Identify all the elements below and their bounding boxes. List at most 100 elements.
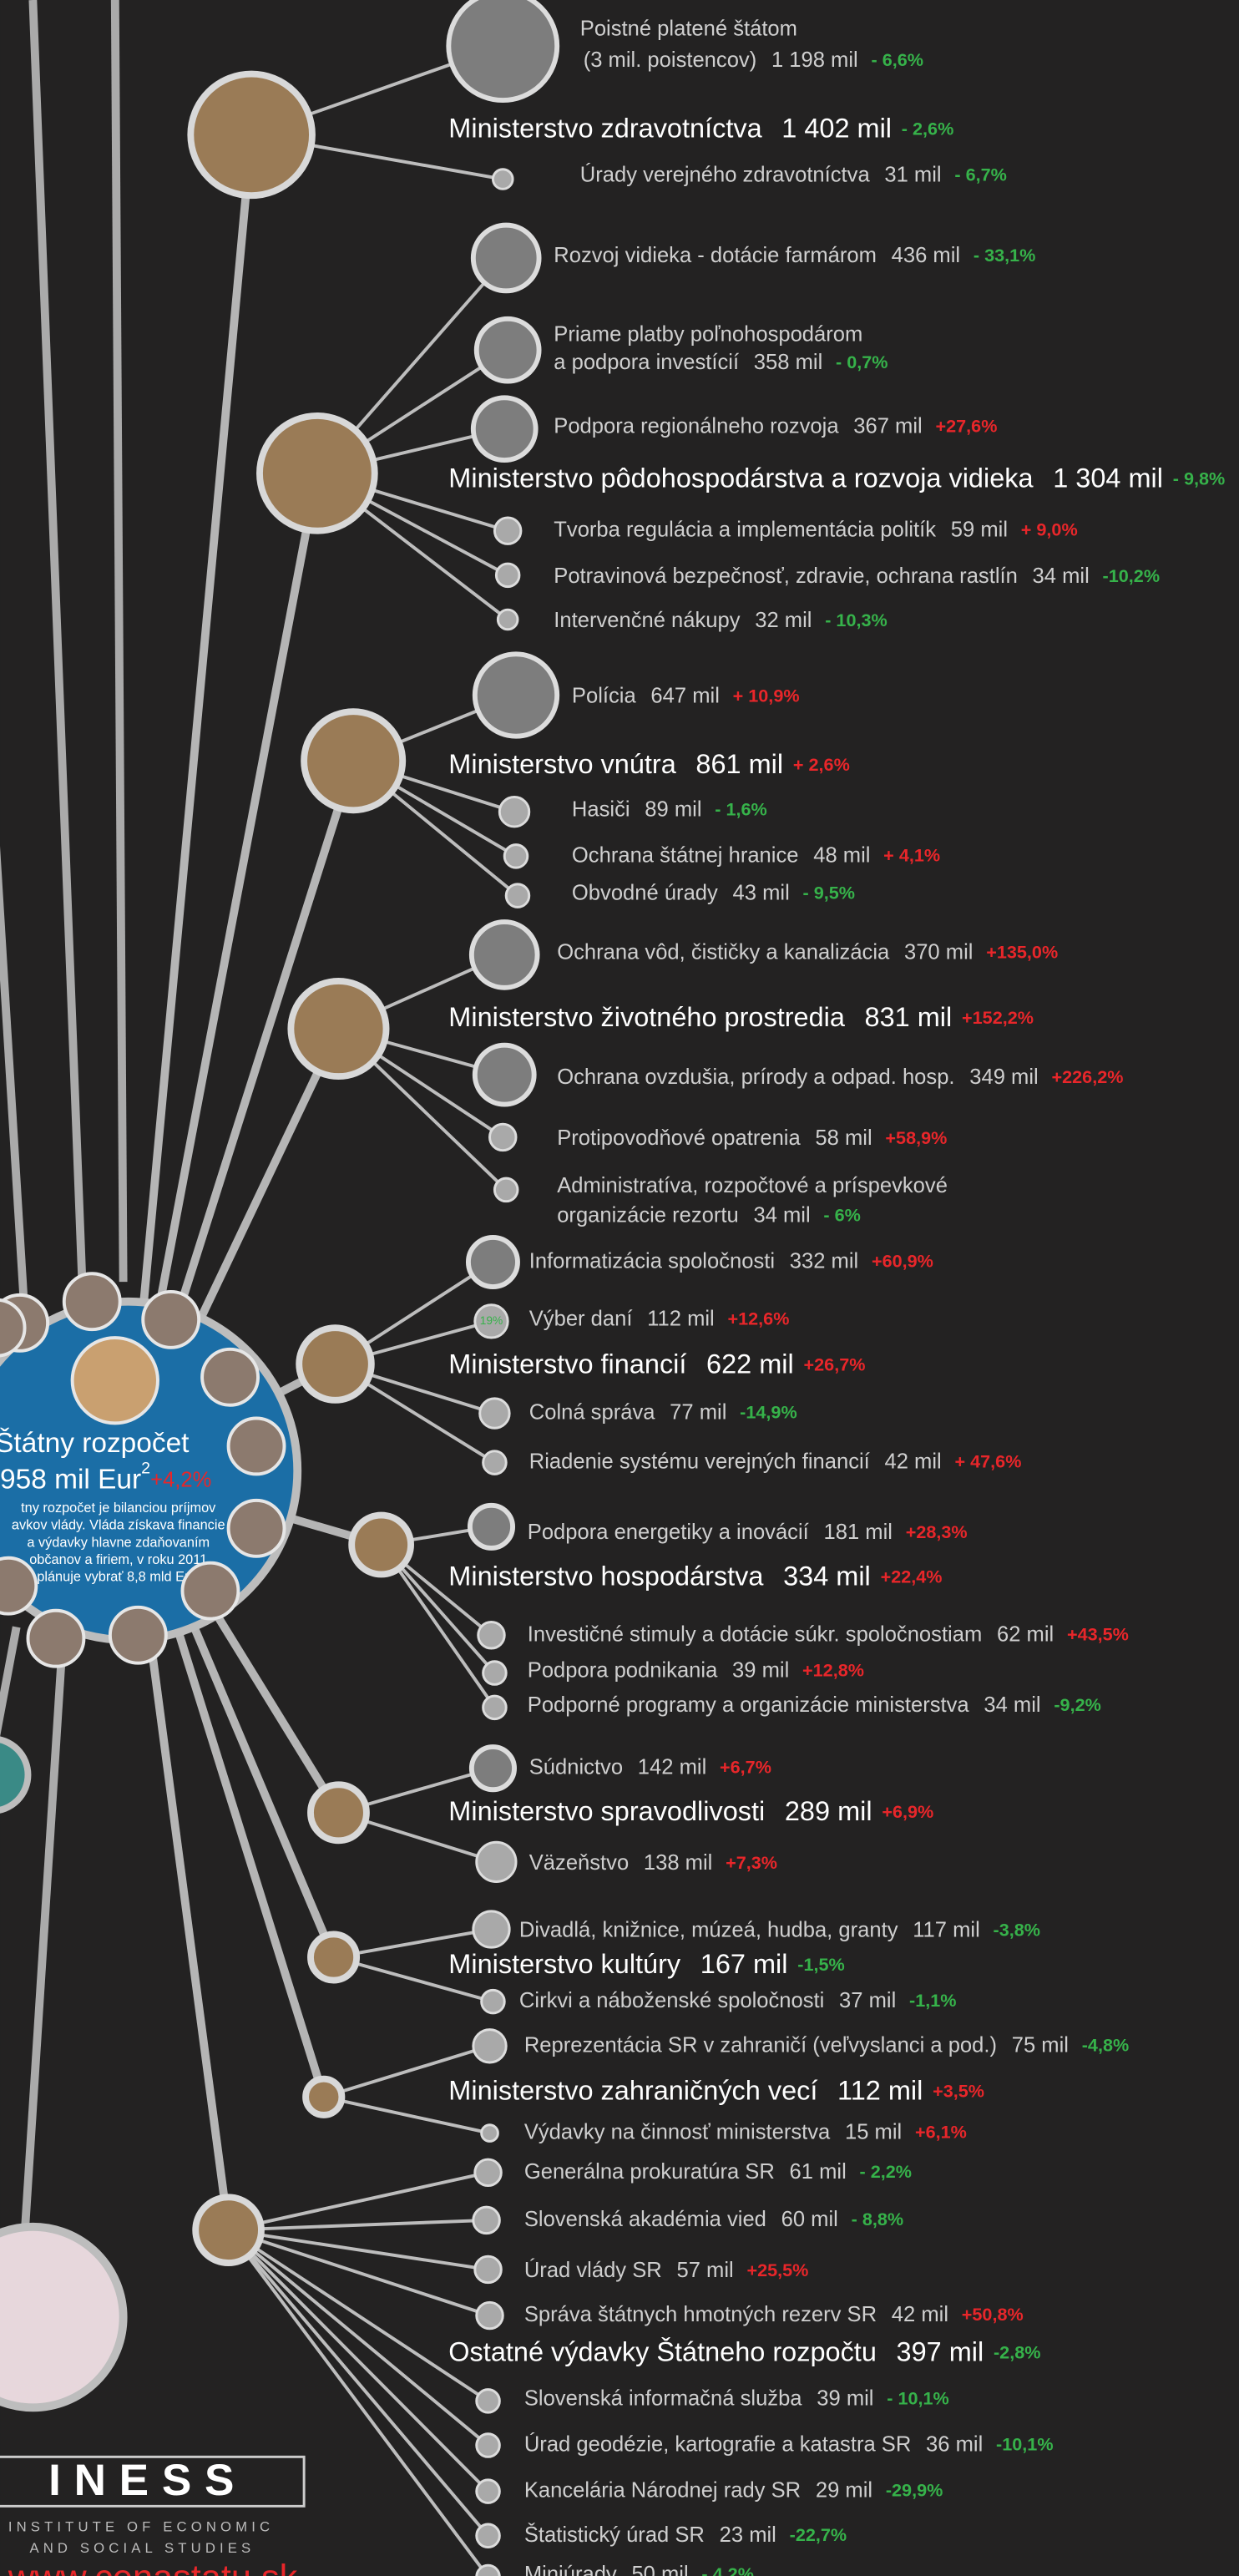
item-label: Slovenská informačná služba [524,2386,802,2410]
body: Ministerstvo zdravotníctva1 402 mil- 2,6… [0,0,1239,2576]
item-amount: 48 mil [813,843,870,867]
item-amount: 57 mil [676,2259,733,2282]
portrait [110,1607,166,1663]
item-change: - 1,6% [715,798,766,819]
ministry-line: Ministerstvo životného prostredia831 mil… [448,1002,1034,1032]
ministry-name: Ministerstvo vnútra [448,749,676,779]
budget-amount: 958 mil Eur [0,1464,141,1495]
item-amount: 77 mil [670,1400,726,1424]
item-label: Divadlá, knižnice, múzeá, hudba, granty [519,1918,898,1941]
ministry-amount: 1 402 mil [781,113,892,143]
ministry-amount: 1 304 mil [1053,463,1163,493]
ministry-icon [260,416,375,531]
item-label: Úrad geodézie, kartografie a katastra SR [524,2432,912,2456]
ministry-amount: 112 mil [837,2075,923,2105]
budget-text-line: občanov a firiem, v roku 2011 [29,1552,207,1567]
item-line: Tvorba regulácia a implementácia politík… [554,518,1077,541]
ministry-change: +22,4% [881,1566,943,1587]
item-change: + 4,1% [883,844,940,865]
item-line: Informatizácia spoločnosti332 mil+60,9% [529,1249,933,1273]
ministry-line: Ostatné výdavky Štátneho rozpočtu397 mil… [448,2336,1040,2366]
ministry-name: Ministerstvo pôdohospodárstva a rozvoja … [448,463,1034,493]
item-line: Priame platby poľnohospodárom [554,322,862,346]
item-change: +58,9% [885,1127,947,1148]
item-icon [498,610,518,630]
ministry-change: +6,9% [882,1801,933,1822]
item-amount: 42 mil [884,1450,941,1473]
footnote: 2 [141,1460,150,1478]
item-icon [477,2480,500,2503]
item-label: Hasiči [572,797,630,821]
item-icon [473,2030,506,2062]
ministry-name: Ministerstvo financií [448,1349,686,1379]
item-icon [448,0,557,100]
item-change: +6,1% [915,2121,967,2142]
ministry-change: -1,5% [797,1954,845,1975]
item-change: +12,8% [802,1659,864,1680]
logo-line: INSTITUTE OF ECONOMIC [8,2518,274,2534]
item-line: Ochrana štátnej hranice 48 mil + 4,1% [572,843,940,867]
item-icon [477,2302,503,2328]
ministry-icon [311,1784,367,1840]
item-icon [504,845,528,868]
item-amount: 62 mil [997,1622,1054,1646]
item-amount: 138 mil [644,1851,712,1875]
item-label: Podporné programy a organizácie minister… [528,1693,970,1717]
ministry-amount: 622 mil [706,1349,794,1379]
item-icon [493,170,513,190]
item-amount: 370 mil [904,940,973,964]
item-label: Väzeňstvo [529,1851,629,1875]
ministry-line: Ministerstvo zdravotníctva1 402 mil- 2,6… [448,113,953,143]
item-amount: 60 mil [781,2208,838,2231]
ministry-name: Ministerstvo spravodlivosti [448,1795,765,1825]
item-change: - 6,6% [872,49,924,70]
item-change: + 9,0% [1021,519,1078,539]
ministry-change: -2,8% [994,2341,1041,2362]
item-change: - 6,7% [954,164,1007,185]
item-line: Miniúrady50 mil- 4,2% [524,2563,754,2576]
item-amount: 117 mil [913,1918,980,1941]
item-label: Priame platby poľnohospodárom [554,322,862,346]
item-label: Polícia [572,684,637,707]
item-label: Úrady verejného zdravotníctva [580,162,871,186]
ministry-name: Ministerstvo hospodárstva [448,1561,764,1591]
item-label: Reprezentácia SR v zahraničí (veľvyslanc… [524,2033,997,2057]
item-change: -29,9% [886,2479,943,2500]
logo-name: INESS [48,2456,247,2505]
ministry-amount: 861 mil [695,749,783,779]
portrait [73,1338,158,1423]
item-label: Slovenská akadémia vied [524,2208,766,2231]
item-change: +43,5% [1067,1623,1129,1644]
item-label: Podpora regionálneho rozvoja [554,414,839,438]
item-amount: 34 mil [753,1203,810,1227]
item-change: - 8,8% [852,2209,904,2229]
ministry-icon [299,1328,372,1400]
item-icon [483,1662,507,1685]
item-icon [499,797,528,827]
ministry-line: Ministerstvo financií622 mil+26,7% [448,1349,865,1379]
item-amount: 59 mil [951,518,1008,541]
portrait [202,1349,258,1405]
item-amount: 647 mil [650,684,719,707]
item-change: +28,3% [906,1521,968,1542]
ministry-icon [190,74,312,196]
portrait [229,1418,285,1474]
item-label: Ochrana štátnej hranice [572,843,799,867]
logo-url: www.cenastatu.sk [8,2558,298,2576]
infographic: Ministerstvo zdravotníctva1 402 mil- 2,6… [0,0,1239,2576]
item-change: -1,1% [909,1990,957,2011]
item-change: +12,6% [727,1308,789,1328]
item-change: +135,0% [986,941,1058,962]
item-label: Protipovodňové opatrenia [557,1126,801,1150]
ministry-name: Ministerstvo zahraničných vecí [448,2075,817,2105]
item-line: Poistné platené štátom [580,17,797,40]
ministry-icon [195,2197,261,2263]
item-icon [490,1124,516,1150]
budget-text-line: avkov vlády. Vláda získava financie [12,1518,225,1533]
item-amount: 349 mil [969,1065,1038,1089]
item-icon [470,1506,513,1548]
item-icon [477,2390,500,2413]
